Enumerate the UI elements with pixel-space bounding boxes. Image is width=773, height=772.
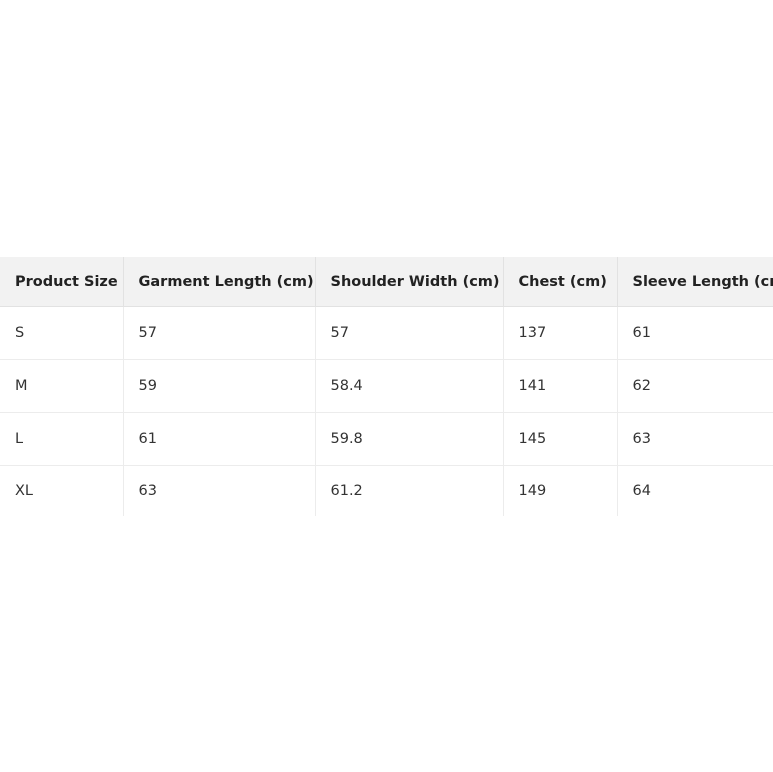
cell: 61 <box>617 306 773 360</box>
cell: 58.4 <box>315 359 504 413</box>
cell: 57 <box>123 306 316 360</box>
header-garment-length: Garment Length (cm) <box>123 257 316 307</box>
cell: L <box>0 412 124 466</box>
cell: 62 <box>617 359 773 413</box>
cell: 59.8 <box>315 412 504 466</box>
header-row: Product Size Garment Length (cm) Shoulde… <box>0 257 773 307</box>
cell: 141 <box>503 359 618 413</box>
table-row: S 57 57 137 61 <box>0 306 773 360</box>
cell: 59 <box>123 359 316 413</box>
cell: XL <box>0 465 124 516</box>
table-row: M 59 58.4 141 62 <box>0 359 773 413</box>
header-shoulder-width: Shoulder Width (cm) <box>315 257 504 307</box>
cell: 61 <box>123 412 316 466</box>
cell: 61.2 <box>315 465 504 516</box>
cell: 137 <box>503 306 618 360</box>
cell: 57 <box>315 306 504 360</box>
size-table: Product Size Garment Length (cm) Shoulde… <box>0 257 773 516</box>
cell: 64 <box>632 483 651 499</box>
cell: 145 <box>503 412 618 466</box>
size-chart: Product Size Garment Length (cm) Shoulde… <box>0 257 773 516</box>
table-row: XL 63 61.2 149 64 <box>0 465 773 516</box>
table-row: L 61 59.8 145 63 <box>0 412 773 466</box>
header-chest: Chest (cm) <box>503 257 618 307</box>
cell: S <box>0 306 124 360</box>
header-sleeve-length: Sleeve Length (cm) <box>617 257 773 307</box>
cell: 149 <box>503 465 618 516</box>
cell: 63 <box>617 412 773 466</box>
cell: M <box>0 359 124 413</box>
cell: 63 <box>123 465 316 516</box>
header-product-size: Product Size <box>0 257 124 307</box>
